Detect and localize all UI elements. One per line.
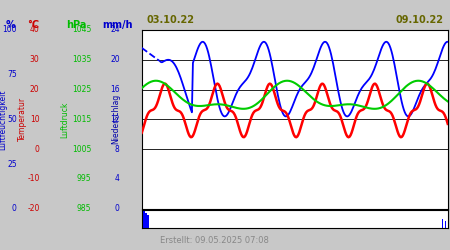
- Text: 1025: 1025: [72, 85, 91, 94]
- Bar: [445, 220, 446, 228]
- Text: 20: 20: [110, 55, 120, 64]
- Text: 25: 25: [7, 160, 17, 168]
- Text: 1035: 1035: [72, 55, 91, 64]
- Text: 03.10.22: 03.10.22: [146, 15, 194, 25]
- Text: °C: °C: [27, 20, 39, 30]
- Text: -10: -10: [27, 174, 40, 184]
- Text: 12: 12: [110, 115, 120, 124]
- Text: -20: -20: [27, 204, 40, 213]
- Text: Luftdruck: Luftdruck: [61, 101, 70, 138]
- Text: 40: 40: [30, 26, 40, 35]
- Text: 0: 0: [115, 204, 120, 213]
- Text: 75: 75: [7, 70, 17, 79]
- Text: 1005: 1005: [72, 145, 91, 154]
- Text: 16: 16: [110, 85, 120, 94]
- Text: mm/h: mm/h: [103, 20, 133, 30]
- Bar: [143, 211, 145, 228]
- Text: 09.10.22: 09.10.22: [395, 15, 443, 25]
- Text: 1045: 1045: [72, 26, 91, 35]
- Text: 0: 0: [12, 204, 17, 213]
- Text: hPa: hPa: [67, 20, 87, 30]
- Text: 995: 995: [76, 174, 91, 184]
- Bar: [441, 219, 443, 228]
- Text: 24: 24: [110, 26, 120, 35]
- Text: 100: 100: [2, 26, 17, 35]
- Text: 985: 985: [77, 204, 91, 213]
- Text: 0: 0: [35, 145, 40, 154]
- Text: 30: 30: [30, 55, 40, 64]
- Text: Erstellt: 09.05.2025 07:08: Erstellt: 09.05.2025 07:08: [160, 236, 269, 245]
- Text: 20: 20: [30, 85, 40, 94]
- Text: 10: 10: [30, 115, 40, 124]
- Text: 8: 8: [115, 145, 120, 154]
- Text: %: %: [5, 20, 15, 30]
- Text: 50: 50: [7, 115, 17, 124]
- Text: Temperatur: Temperatur: [18, 97, 27, 142]
- Text: Luftfeuchtigkeit: Luftfeuchtigkeit: [0, 89, 7, 150]
- Bar: [148, 215, 149, 228]
- Bar: [145, 212, 147, 228]
- Text: 4: 4: [115, 174, 120, 184]
- Text: Niederschlag: Niederschlag: [112, 94, 121, 144]
- Text: 1015: 1015: [72, 115, 91, 124]
